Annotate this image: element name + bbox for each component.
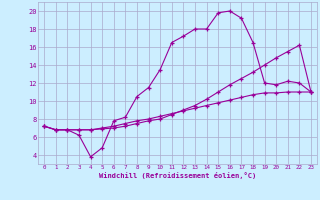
X-axis label: Windchill (Refroidissement éolien,°C): Windchill (Refroidissement éolien,°C): [99, 172, 256, 179]
